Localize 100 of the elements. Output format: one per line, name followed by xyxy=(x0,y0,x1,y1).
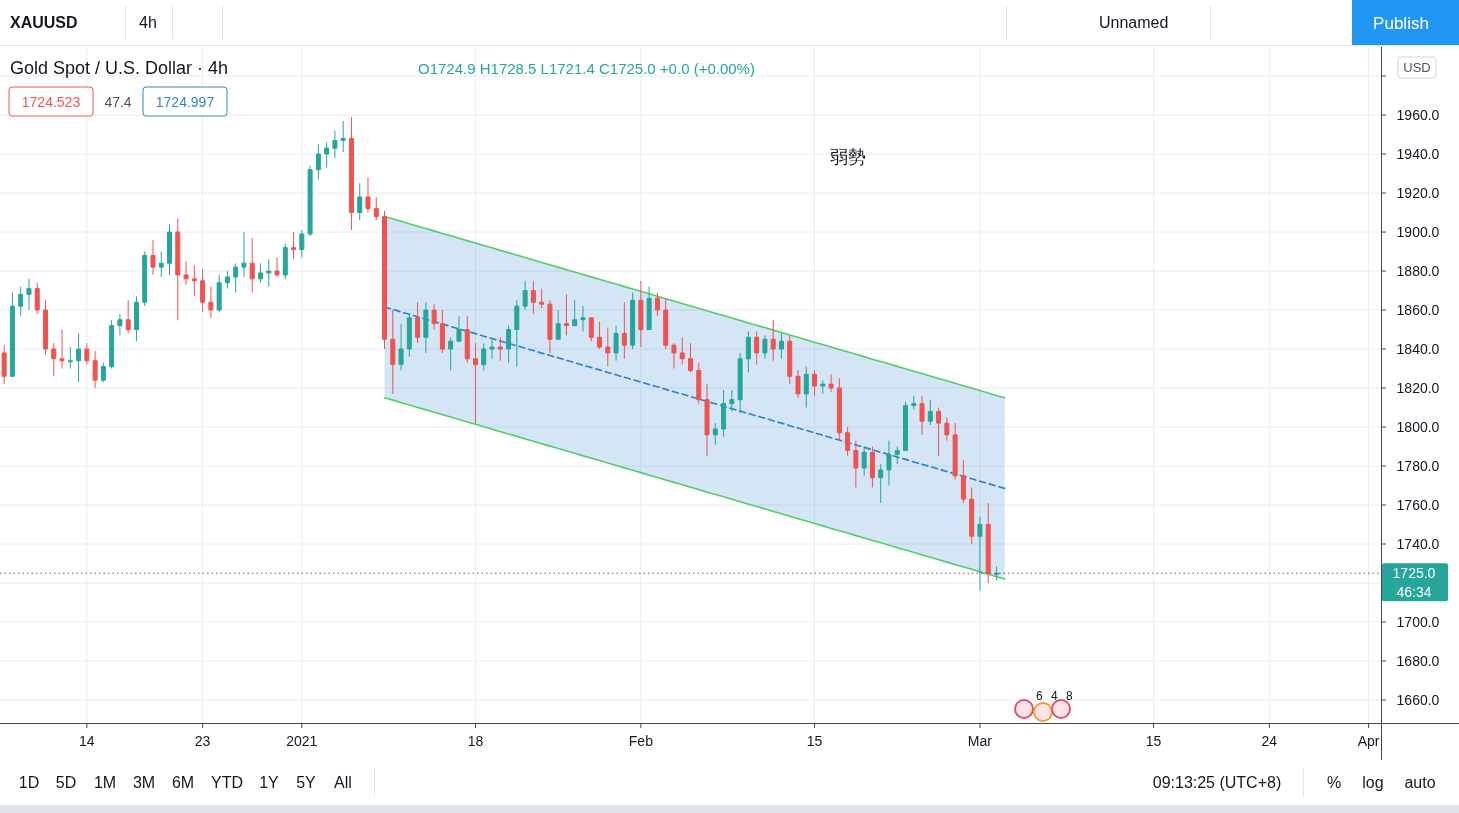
candlestick xyxy=(76,332,82,383)
candlestick xyxy=(737,352,743,414)
candlestick xyxy=(836,377,842,442)
candlestick xyxy=(572,299,578,327)
candlestick xyxy=(1,344,7,385)
candlestick xyxy=(472,342,478,424)
candlestick xyxy=(787,334,793,385)
line-series xyxy=(383,396,1006,580)
x-tick-label: Feb xyxy=(628,733,654,749)
candlestick xyxy=(456,315,462,342)
text: XAUUSD xyxy=(10,14,78,31)
candlestick xyxy=(952,422,958,481)
annotation: 1724.523 xyxy=(21,94,81,110)
candlestick xyxy=(903,401,909,451)
candlestick xyxy=(803,366,809,409)
candlestick xyxy=(630,291,636,350)
candlestick xyxy=(795,369,801,399)
candlestick xyxy=(621,301,627,360)
candlestick xyxy=(663,297,669,350)
candlestick xyxy=(324,141,330,169)
candlestick xyxy=(373,196,379,221)
candlestick xyxy=(721,389,727,438)
candlestick xyxy=(745,330,751,373)
text: O1724.9 H1728.5 L1721.4 C1725.0 +0.0 (+0.00%) xyxy=(418,60,755,77)
candlestick xyxy=(241,231,247,278)
x-tick-label: Apr xyxy=(1357,733,1380,749)
candlestick xyxy=(828,373,834,393)
candlestick xyxy=(754,330,760,366)
annotation: 弱勢 xyxy=(830,147,866,167)
candlestick xyxy=(993,565,999,581)
candlestick xyxy=(654,291,660,317)
y-tick-label: 1940.0 xyxy=(1396,146,1440,163)
y-tick-label: 1740.0 xyxy=(1396,536,1440,553)
candlestick xyxy=(729,389,735,412)
candlestick xyxy=(613,325,619,362)
y-tick-label: 1680.0 xyxy=(1396,653,1440,669)
candlestick xyxy=(216,274,222,313)
candlestick xyxy=(282,243,288,280)
y-tick-label: 1860.0 xyxy=(1396,302,1440,319)
candlestick xyxy=(257,262,263,284)
text: 1Y xyxy=(259,774,280,791)
x-tick-label: 2021 xyxy=(286,733,318,749)
y-tick-label: 1900.0 xyxy=(1396,224,1440,241)
candlestick xyxy=(919,395,925,436)
y-tick-label: 1820.0 xyxy=(1396,380,1440,397)
text: % xyxy=(1326,774,1342,791)
candlestick xyxy=(555,309,561,340)
candlestick xyxy=(340,120,346,153)
candlestick xyxy=(291,231,297,260)
candlestick xyxy=(158,251,164,278)
candlestick xyxy=(233,262,239,293)
text: log xyxy=(1362,774,1384,791)
annotation: 6 4 8 xyxy=(1036,689,1074,703)
candlestick xyxy=(506,325,512,364)
candlestick xyxy=(200,268,206,313)
text: Unnamed xyxy=(1099,14,1169,31)
candlestick xyxy=(9,291,15,377)
candlestick xyxy=(497,336,503,362)
candlestick xyxy=(167,223,173,276)
candlestick xyxy=(514,299,520,368)
candlestick xyxy=(92,350,98,389)
text: 1D xyxy=(18,774,40,791)
candlestick xyxy=(390,309,396,395)
candlestick xyxy=(423,301,429,354)
x-tick-label: 15 xyxy=(806,733,823,749)
candlestick xyxy=(580,305,586,332)
candlestick xyxy=(688,342,693,373)
candlestick xyxy=(299,229,305,258)
candlestick xyxy=(563,293,569,336)
candlestick xyxy=(960,459,966,504)
candlestick xyxy=(539,288,545,309)
candlestick xyxy=(671,342,677,370)
text: USD xyxy=(1403,60,1431,75)
candlestick xyxy=(42,299,48,356)
candlestick xyxy=(464,315,470,364)
text: 3M xyxy=(132,774,156,791)
candlestick xyxy=(530,280,536,315)
y-tick-label: 1700.0 xyxy=(1396,614,1440,630)
text: Gold Spot / U.S. Dollar · 4h xyxy=(10,58,229,78)
candlestick xyxy=(332,130,338,159)
x-tick-label: 24 xyxy=(1261,733,1278,749)
candlestick xyxy=(778,332,784,360)
text: 09:13:25 (UTC+8) xyxy=(1152,774,1282,791)
candlestick xyxy=(481,342,487,371)
candlestick xyxy=(845,426,851,457)
candlestick xyxy=(853,440,859,488)
candlestick xyxy=(266,258,272,288)
y-tick-label: 1760.0 xyxy=(1396,497,1440,514)
candlestick xyxy=(26,278,32,311)
candlestick xyxy=(448,336,454,371)
candlestick xyxy=(911,395,917,410)
text: 5Y xyxy=(296,774,317,791)
x-tick-label: 23 xyxy=(194,733,211,749)
candlestick xyxy=(398,323,404,371)
candlestick xyxy=(869,446,875,488)
text: 46:34 xyxy=(1396,584,1432,600)
text: 5D xyxy=(55,774,77,791)
candlestick xyxy=(638,280,644,348)
candlestick xyxy=(59,329,65,370)
y-tick-label: 1780.0 xyxy=(1396,458,1440,475)
